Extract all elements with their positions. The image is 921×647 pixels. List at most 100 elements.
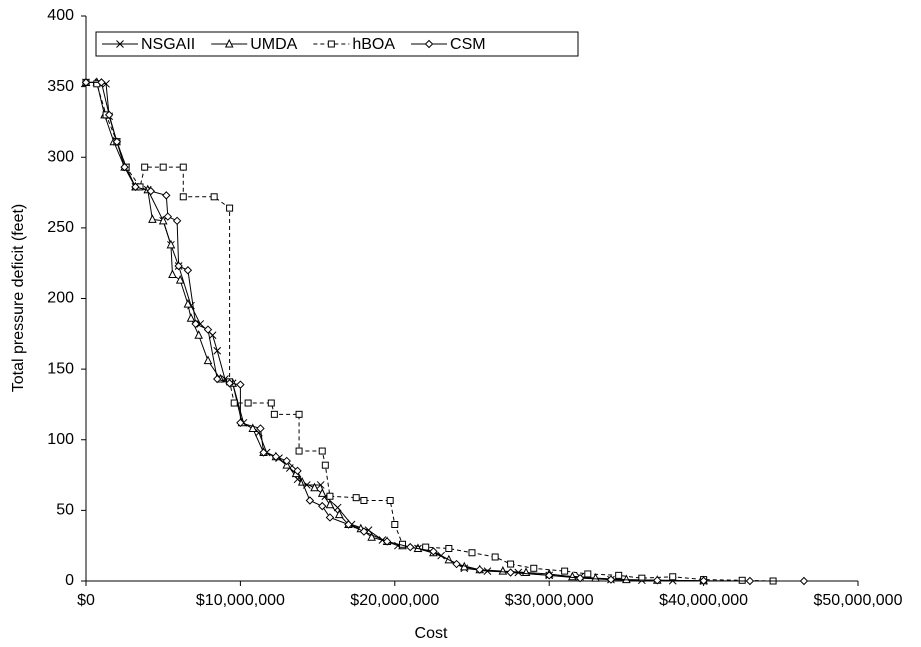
y-tick-label: 50 — [56, 502, 74, 519]
marker — [183, 299, 193, 308]
marker — [104, 110, 114, 120]
marker — [210, 193, 218, 201]
series-line — [86, 81, 704, 582]
y-axis-title: Total pressure deficit (feet) — [10, 204, 27, 393]
legend-label: UMDA — [250, 36, 297, 53]
x-tick-label: $40,000,000 — [659, 592, 748, 609]
marker — [208, 331, 217, 340]
marker — [491, 553, 499, 561]
series — [81, 77, 708, 585]
marker — [162, 191, 171, 200]
marker — [172, 216, 182, 226]
marker — [615, 571, 623, 579]
marker — [584, 570, 592, 578]
marker — [224, 38, 234, 48]
marker — [452, 559, 461, 569]
marker — [386, 496, 394, 504]
x-tick-label: $50,000,000 — [814, 592, 903, 609]
marker — [367, 532, 376, 541]
marker — [606, 575, 616, 584]
y-tick-label: 400 — [47, 7, 74, 24]
marker — [475, 565, 484, 574]
marker — [148, 214, 157, 223]
series — [82, 78, 708, 585]
series — [81, 78, 809, 586]
marker — [327, 40, 335, 48]
marker — [120, 162, 129, 172]
marker — [282, 456, 291, 466]
marker — [530, 564, 538, 572]
marker — [318, 447, 326, 455]
series-line — [86, 81, 804, 582]
marker — [468, 549, 476, 557]
marker — [244, 399, 252, 407]
marker — [669, 573, 677, 581]
marker — [186, 313, 196, 322]
marker — [213, 346, 222, 355]
x-tick-label: $0 — [77, 592, 95, 609]
marker — [174, 261, 183, 271]
series-line — [86, 81, 704, 582]
marker — [334, 509, 344, 519]
marker — [295, 410, 303, 418]
marker — [112, 137, 122, 146]
x-tick-label: $10,000,000 — [196, 592, 285, 609]
marker — [745, 576, 755, 586]
marker — [622, 574, 631, 584]
marker — [799, 576, 809, 586]
y-tick-label: 100 — [47, 431, 74, 448]
legend-label: hBOA — [352, 36, 395, 53]
marker — [352, 494, 360, 502]
x-axis-title: Cost — [415, 625, 448, 642]
y-tick-label: 150 — [47, 360, 74, 377]
marker — [179, 193, 187, 201]
marker — [225, 379, 234, 388]
x-tick-label: $20,000,000 — [350, 592, 439, 609]
legend-label: NSGAII — [141, 36, 195, 53]
marker — [158, 215, 168, 225]
marker — [267, 399, 275, 407]
marker — [305, 496, 315, 505]
marker — [183, 266, 193, 275]
marker — [293, 466, 302, 476]
marker — [382, 537, 392, 546]
marker — [163, 212, 173, 221]
marker — [203, 325, 213, 334]
y-tick-label: 250 — [47, 219, 74, 236]
marker — [194, 330, 204, 339]
marker — [203, 355, 213, 365]
marker — [507, 560, 515, 568]
marker — [544, 571, 554, 580]
marker — [638, 574, 646, 582]
marker — [146, 186, 156, 196]
marker — [226, 204, 234, 212]
marker — [506, 568, 515, 577]
marker — [317, 488, 327, 497]
marker — [196, 320, 205, 328]
y-tick-label: 200 — [47, 290, 74, 307]
marker — [310, 482, 319, 492]
marker — [429, 547, 438, 556]
y-tick-label: 300 — [47, 148, 74, 165]
marker — [213, 374, 222, 384]
marker — [738, 576, 746, 584]
marker — [256, 424, 265, 433]
marker — [316, 481, 325, 489]
marker — [175, 275, 185, 284]
marker — [325, 513, 335, 522]
marker — [325, 499, 335, 509]
marker — [230, 399, 238, 407]
y-tick-label: 0 — [65, 572, 74, 589]
marker — [271, 452, 281, 461]
marker — [131, 182, 140, 192]
marker — [179, 163, 187, 171]
x-tick-label: $30,000,000 — [505, 592, 594, 609]
marker — [391, 521, 399, 528]
marker — [168, 269, 177, 278]
marker — [191, 319, 200, 329]
marker — [270, 410, 278, 418]
marker — [445, 545, 453, 553]
marker — [321, 461, 329, 469]
marker — [81, 78, 91, 87]
